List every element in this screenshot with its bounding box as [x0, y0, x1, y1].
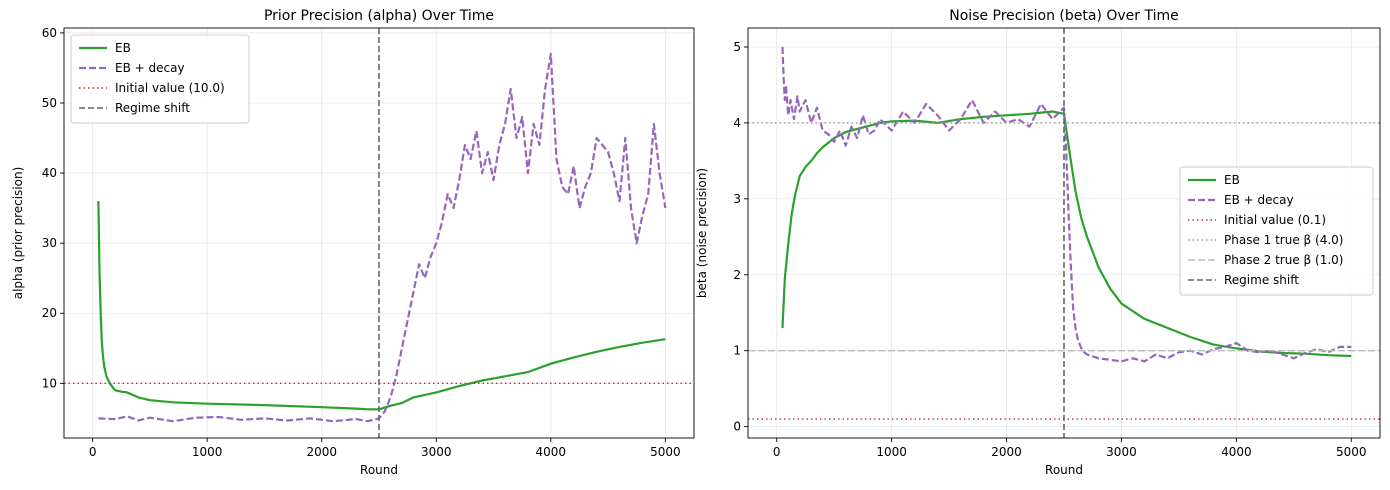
series-line-0	[97, 201, 666, 411]
legend-label-1: EB + decay	[115, 61, 185, 75]
x-tick-label: 2000	[306, 445, 337, 459]
legend-label-2: Initial value (10.0)	[115, 81, 225, 95]
chart-panel-2: 0 1000 2000 3000 4000 5000 0 1 2 3 4 5 Noise Precisi…	[695, 8, 1381, 477]
legend-box	[70, 34, 250, 124]
axes-frame	[63, 27, 695, 439]
x-tick-label: 3000	[421, 445, 452, 459]
legend-label-2: Initial value (0.1)	[1224, 213, 1326, 227]
x-tick-label: 0	[773, 445, 781, 459]
plot-area	[748, 28, 1380, 438]
legend: EB EB + decay Initial value (10.0) Regime s…	[70, 34, 250, 124]
y-tick-label: 5	[733, 40, 741, 54]
legend-label-4: Phase 2 true β (1.0)	[1224, 253, 1343, 267]
x-tick-label: 3000	[1106, 445, 1137, 459]
legend-label-1: EB + decay	[1224, 193, 1294, 207]
x-tick-label: 1000	[876, 445, 907, 459]
series-line-0	[781, 110, 1352, 358]
y-tick-label: 40	[42, 166, 57, 180]
y-axis-label: beta (noise precision)	[695, 168, 709, 298]
plot-area	[64, 28, 694, 438]
legend: EB EB + decay Initial value (0.1) Phase 1 t…	[1179, 166, 1374, 296]
axes-frame	[747, 27, 1381, 439]
x-axis-label: Round	[360, 463, 398, 477]
chart-title: Prior Precision (alpha) Over Time	[264, 8, 494, 24]
x-tick-label: 5000	[1336, 445, 1367, 459]
y-tick-label: 60	[42, 26, 57, 40]
x-tick-label: 5000	[650, 445, 681, 459]
x-tick-label: 0	[89, 445, 97, 459]
y-tick-label: 30	[42, 236, 57, 250]
legend-label-0: EB	[1224, 173, 1240, 187]
x-tick-label: 2000	[991, 445, 1022, 459]
legend-box	[1179, 166, 1374, 296]
series-line-1	[98, 52, 667, 423]
y-axis-label: alpha (prior precision)	[11, 167, 25, 300]
x-axis-label: Round	[1045, 463, 1083, 477]
x-tick-label: 1000	[192, 445, 223, 459]
x-tick-label: 4000	[1221, 445, 1252, 459]
y-tick-label: 4	[733, 116, 741, 130]
y-tick-label: 3	[733, 192, 741, 206]
y-tick-label: 50	[42, 96, 57, 110]
y-tick-label: 0	[733, 420, 741, 434]
legend-label-3: Phase 1 true β (4.0)	[1224, 233, 1343, 247]
legend-label-3: Regime shift	[115, 101, 190, 115]
y-tick-label: 10	[42, 376, 57, 390]
chart-title: Noise Precision (beta) Over Time	[949, 8, 1179, 24]
x-tick-label: 4000	[536, 445, 567, 459]
legend-label-5: Regime shift	[1224, 273, 1299, 287]
y-tick-label: 2	[733, 268, 741, 282]
y-tick-label: 1	[733, 344, 741, 358]
legend-label-0: EB	[115, 41, 131, 55]
chart-panel-1: 0 1000 2000 3000 4000 5000 10 20 30 40 50 60 Prior P…	[11, 8, 695, 477]
y-tick-label: 20	[42, 306, 57, 320]
